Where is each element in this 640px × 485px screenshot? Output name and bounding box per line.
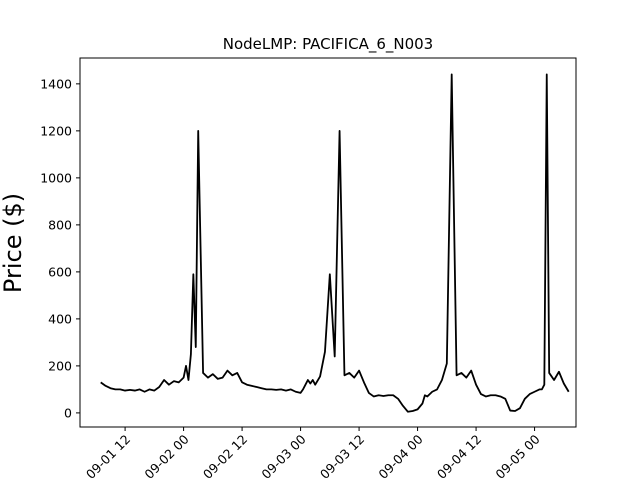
y-tick-label: 1000: [40, 170, 72, 185]
y-tick-label: 600: [48, 264, 72, 279]
series-line-0: [100, 73, 570, 413]
y-tick-label: 1400: [40, 76, 72, 91]
series-layer: [100, 73, 570, 413]
y-tick-label: 0: [64, 405, 72, 420]
y-axis-label: Price ($): [0, 193, 27, 293]
y-tick-label: 200: [48, 358, 72, 373]
plot-area-frame: [79, 57, 577, 428]
y-tick-label: 1200: [40, 123, 72, 138]
y-axis-ticks: 0 200 400 600 800 1000 1200 1400: [40, 76, 80, 420]
chart-title: NodeLMP: PACIFICA_6_N003: [223, 35, 433, 54]
y-tick-label: 400: [48, 311, 72, 326]
y-tick-label: 800: [48, 217, 72, 232]
